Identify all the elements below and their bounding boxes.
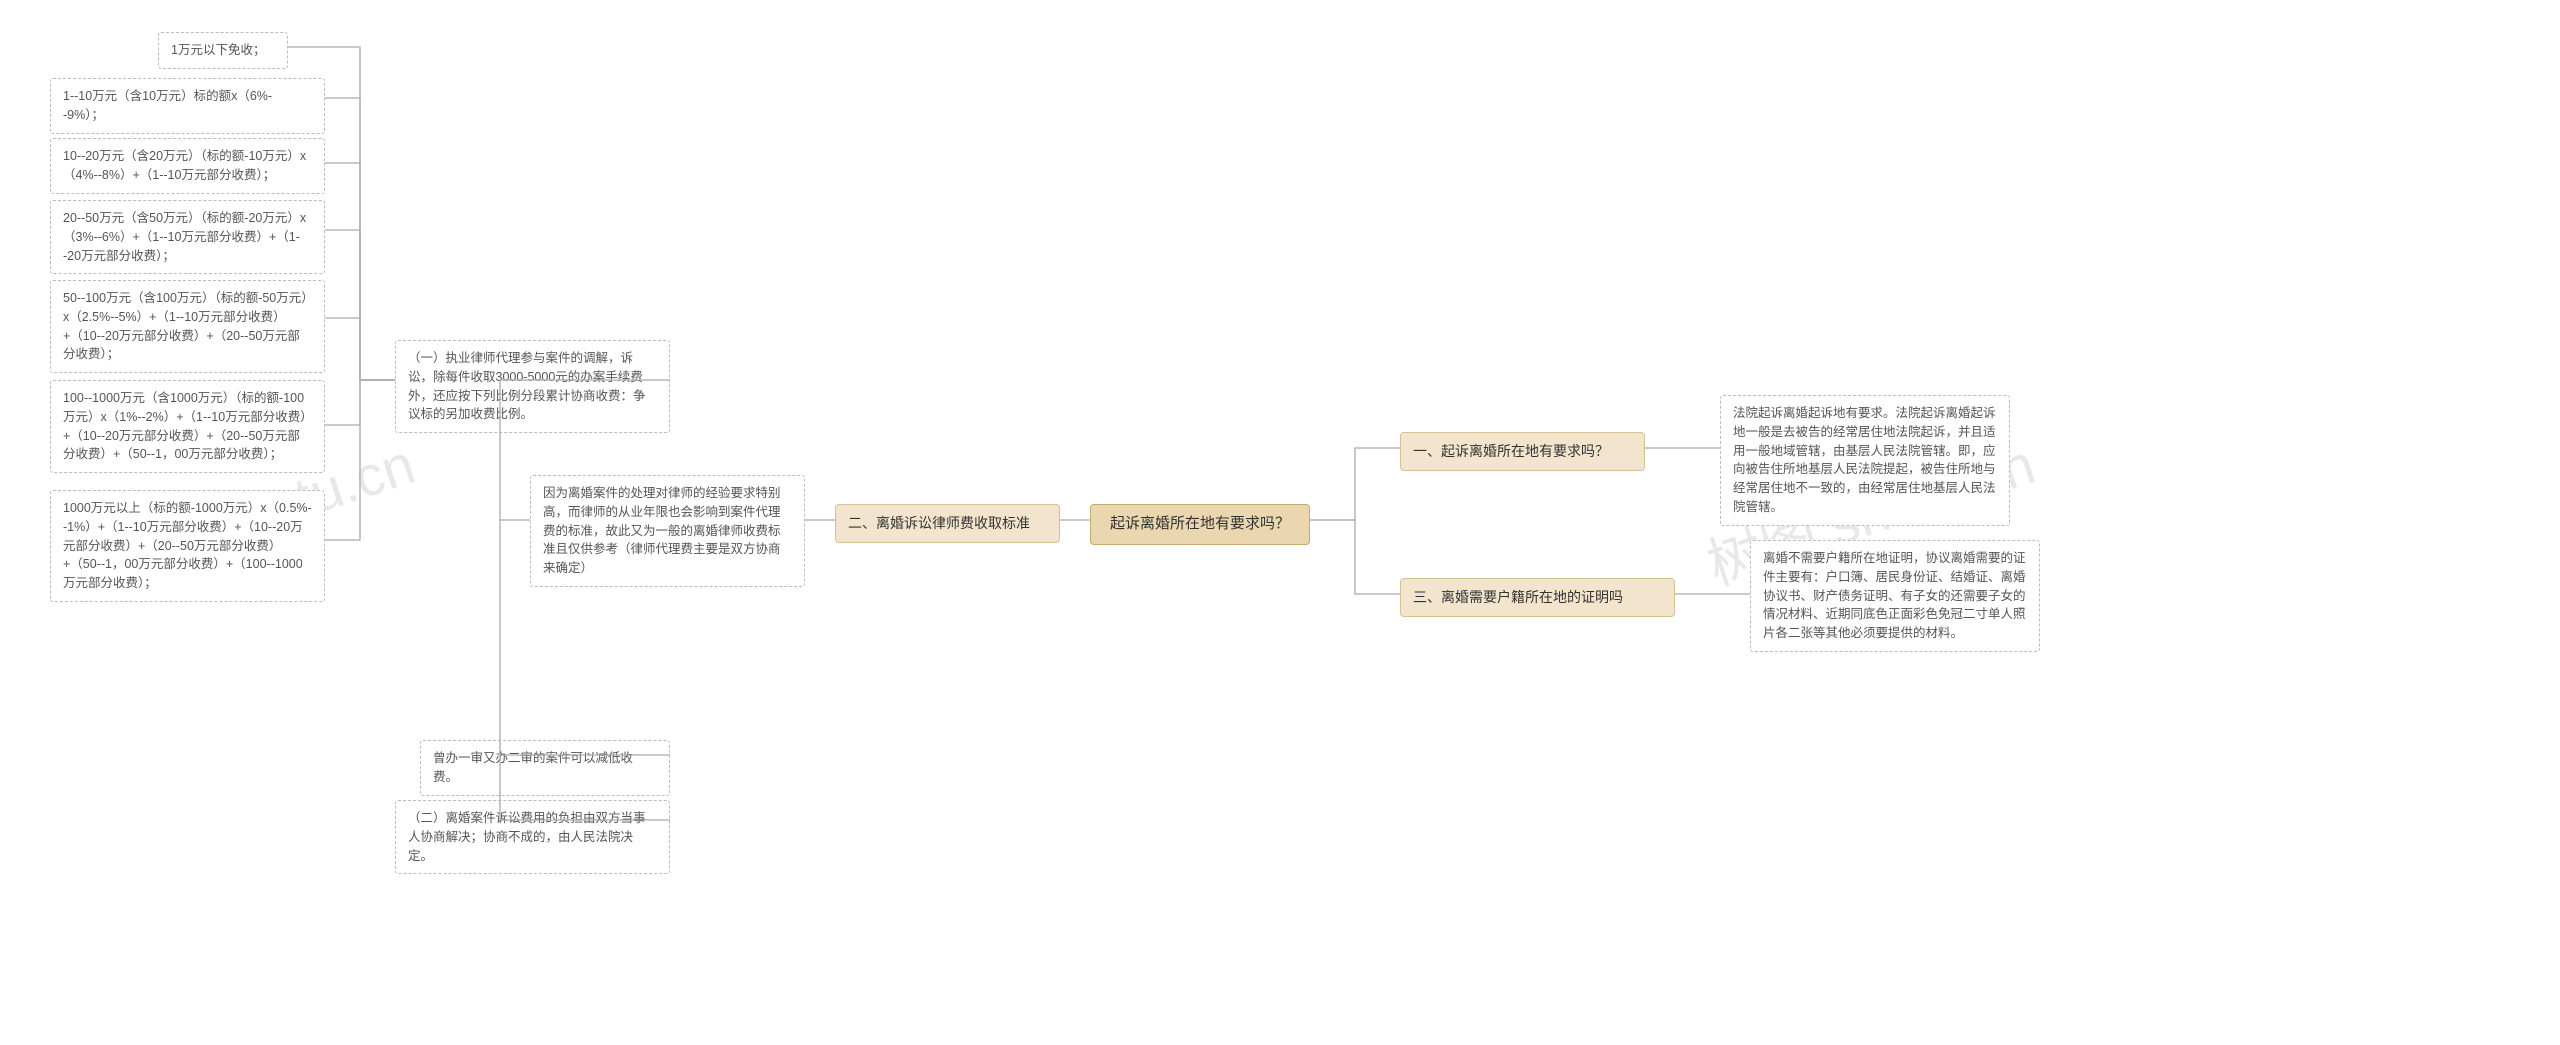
branch-2-rule1b: 曾办一审又办二审的案件可以减低收费。 [420, 740, 670, 796]
tier-2: 10--20万元（含20万元）（标的额-10万元）x（4%--8%）+（1--1… [50, 138, 325, 194]
branch-2-rule2: （二）离婚案件诉讼费用的负担由双方当事人协商解决；协商不成的，由人民法院决定。 [395, 800, 670, 874]
branch-2: 二、离婚诉讼律师费收取标准 [835, 504, 1060, 543]
tier-1: 1--10万元（含10万元）标的额x（6%--9%）； [50, 78, 325, 134]
branch-2-intro: 因为离婚案件的处理对律师的经验要求特别高，而律师的从业年限也会影响到案件代理费的… [530, 475, 805, 587]
tier-5: 100--1000万元（含1000万元）（标的额-100万元）x（1%--2%）… [50, 380, 325, 473]
tier-6: 1000万元以上（标的额-1000万元）x（0.5%--1%）+（1--10万元… [50, 490, 325, 602]
tier-4: 50--100万元（含100万元）（标的额-50万元）x（2.5%--5%）+（… [50, 280, 325, 373]
tier-0: 1万元以下免收； [158, 32, 288, 69]
branch-3-leaf: 离婚不需要户籍所在地证明，协议离婚需要的证件主要有：户口簿、居民身份证、结婚证、… [1750, 540, 2040, 652]
branch-2-rule1: （一）执业律师代理参与案件的调解，诉讼，除每件收取3000-5000元的办案手续… [395, 340, 670, 433]
tier-3: 20--50万元（含50万元）（标的额-20万元）x（3%--6%）+（1--1… [50, 200, 325, 274]
branch-3: 三、离婚需要户籍所在地的证明吗 [1400, 578, 1675, 617]
root-node: 起诉离婚所在地有要求吗？ [1090, 504, 1310, 545]
branch-1-leaf: 法院起诉离婚起诉地有要求。法院起诉离婚起诉地一般是去被告的经常居住地法院起诉，并… [1720, 395, 2010, 526]
branch-1: 一、起诉离婚所在地有要求吗？ [1400, 432, 1645, 471]
